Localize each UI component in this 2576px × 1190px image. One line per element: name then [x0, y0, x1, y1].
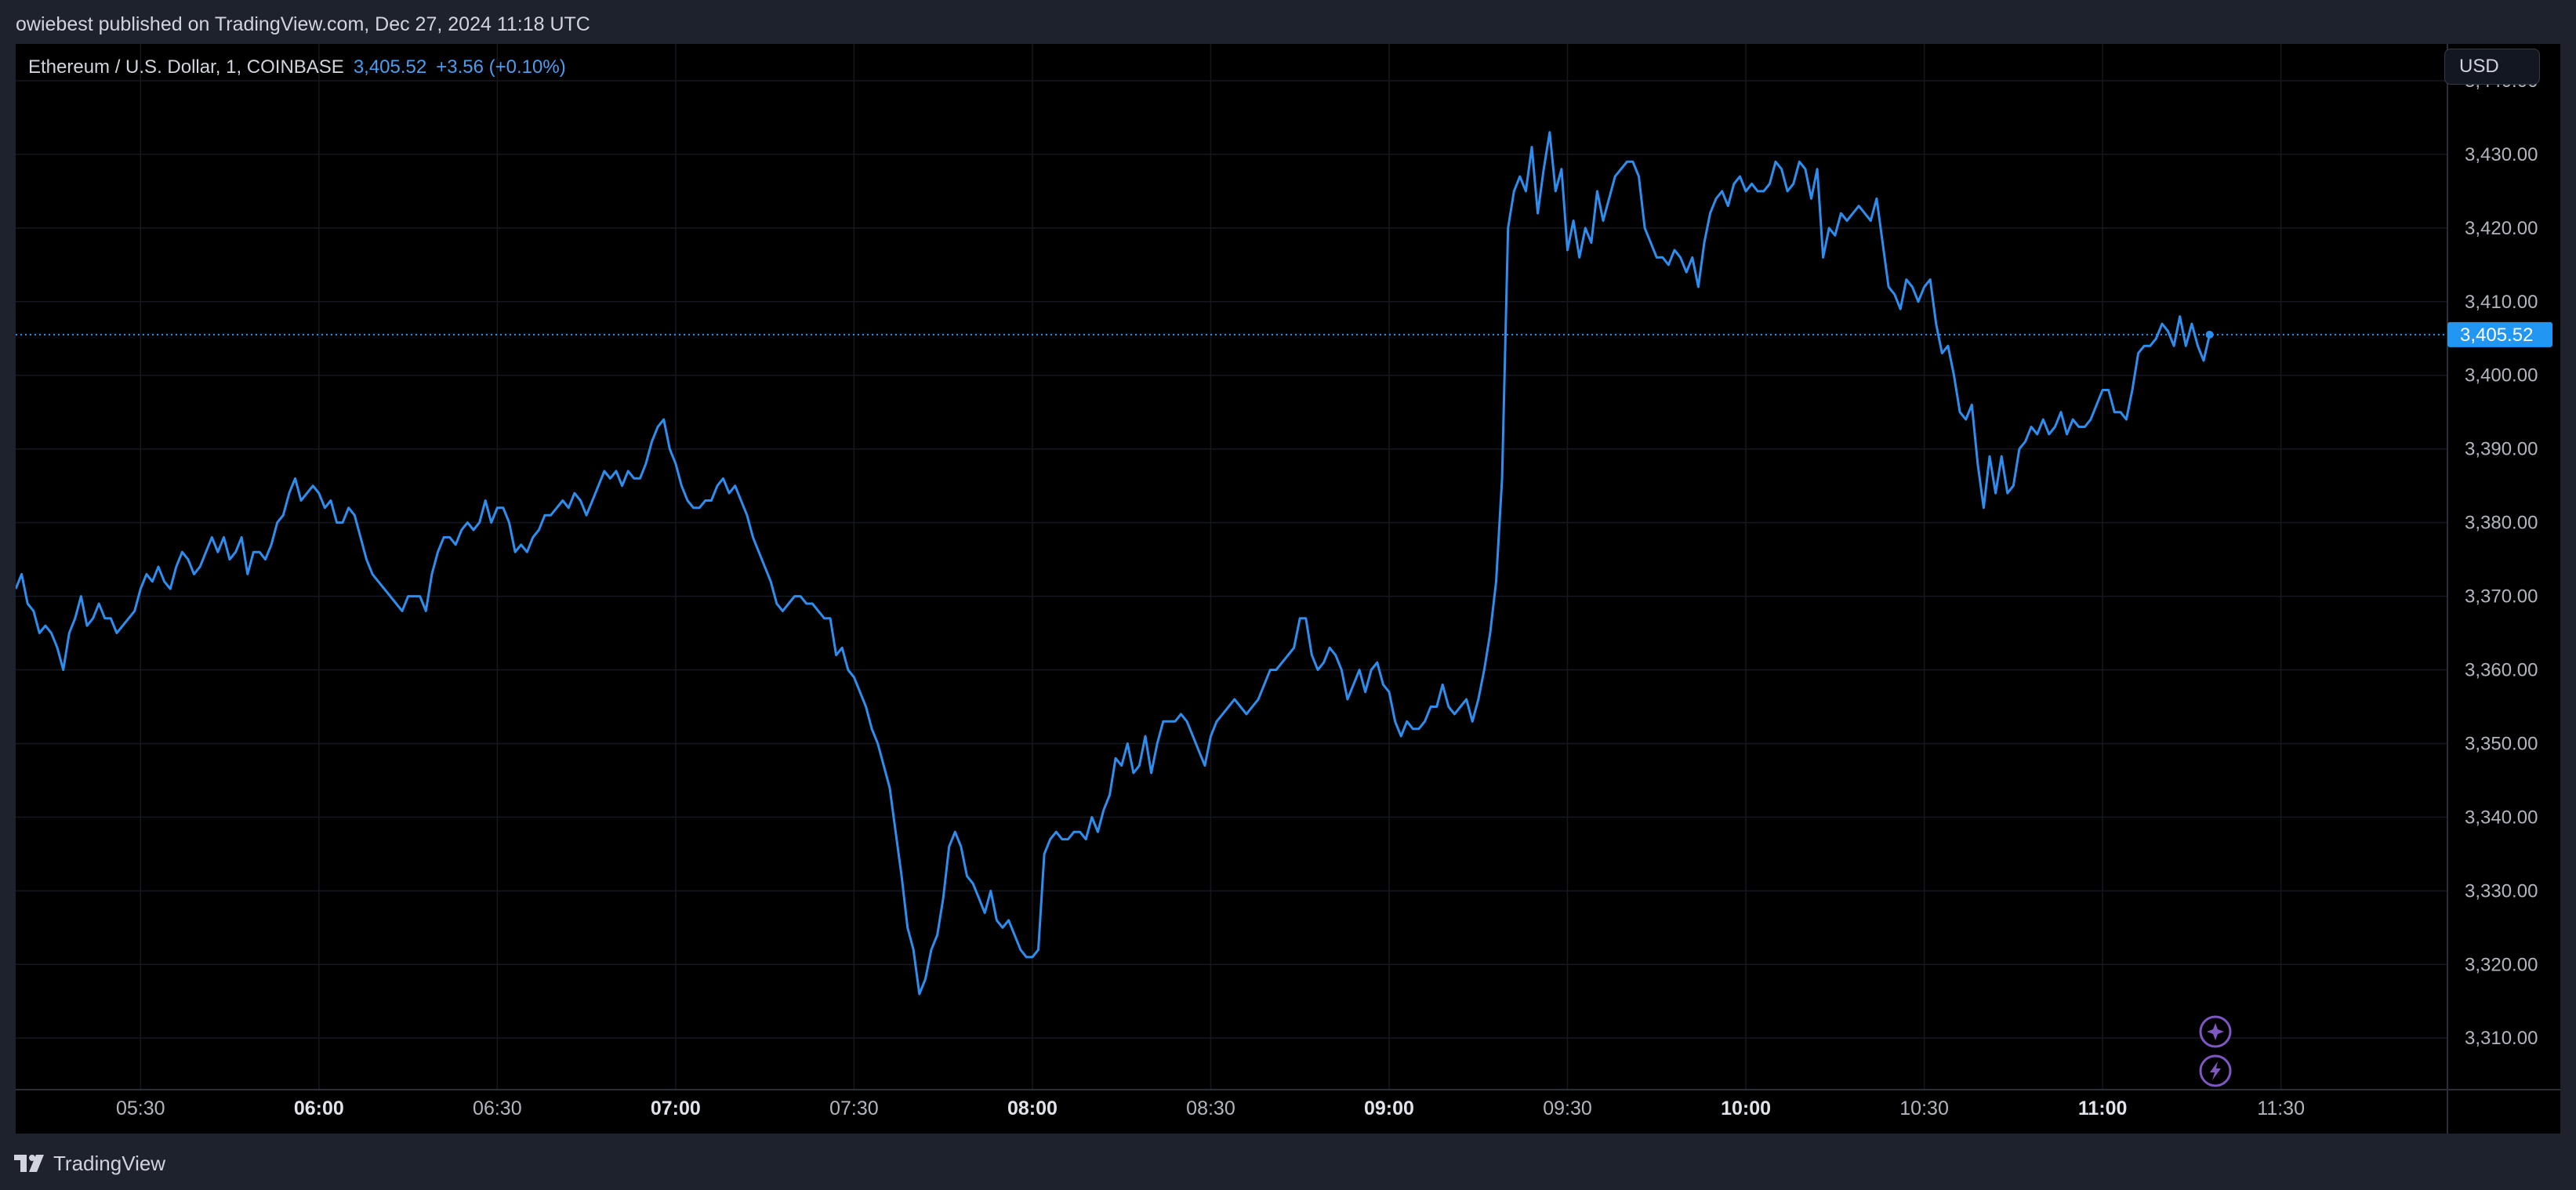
- symbol-legend: Ethereum / U.S. Dollar, 1, COINBASE 3,405…: [28, 55, 566, 80]
- y-tick-label: 3,330.00: [2465, 880, 2538, 902]
- x-tick-label: 07:00: [651, 1097, 701, 1119]
- y-tick-label: 3,360.00: [2465, 660, 2538, 681]
- last-price-badge: [2447, 321, 2552, 347]
- x-tick-label: 10:30: [1899, 1097, 1949, 1119]
- x-tick-label: 09:30: [1543, 1097, 1592, 1119]
- chart-pane[interactable]: 3,310.00 3,320.00 3,330.00 3,340.00 3,350.00…: [16, 44, 2560, 1134]
- price-line: [16, 131, 2211, 996]
- flash-button[interactable]: [2199, 1054, 2232, 1087]
- tradingview-logo-icon: [14, 1155, 44, 1172]
- currency-button[interactable]: USD: [2444, 49, 2540, 85]
- last-price-dot: [2205, 330, 2214, 339]
- x-tick-label: 06:30: [473, 1097, 522, 1119]
- y-tick-label: 3,400.00: [2465, 365, 2538, 386]
- x-tick-label: 09:00: [1364, 1097, 1414, 1119]
- y-tick-label: 3,350.00: [2465, 733, 2538, 754]
- sparkle-button[interactable]: [2199, 1015, 2232, 1048]
- legend-change: +3.56 (+0.10%): [436, 56, 566, 78]
- y-tick-label: 3,320.00: [2465, 954, 2538, 975]
- y-tick-label: 3,390.00: [2465, 439, 2538, 460]
- sparkle-icon: [2207, 1023, 2224, 1040]
- overlay-layer: 3,405.52: [16, 321, 2552, 347]
- tradingview-logo[interactable]: TradingView: [14, 1149, 165, 1177]
- y-tick-label: 3,420.00: [2465, 218, 2538, 239]
- x-tick-label: 11:00: [2078, 1097, 2128, 1119]
- symbol-title[interactable]: Ethereum / U.S. Dollar, 1, COINBASE: [28, 56, 344, 78]
- tradingview-brand: TradingView: [53, 1152, 166, 1175]
- y-tick-label: 3,380.00: [2465, 513, 2538, 534]
- legend-price: 3,405.52: [353, 56, 427, 78]
- price-chart[interactable]: 3,310.00 3,320.00 3,330.00 3,340.00 3,350.00…: [16, 44, 2560, 1134]
- chart-buttons: [2199, 1015, 2232, 1087]
- grid-lines: [16, 44, 2447, 1090]
- x-tick-label: 07:30: [829, 1097, 879, 1119]
- y-tick-label: 3,410.00: [2465, 292, 2538, 313]
- publisher-caption: owiebest published on TradingView.com, D…: [16, 13, 590, 35]
- x-tick-label: 06:00: [294, 1097, 344, 1119]
- x-tick-label: 05:30: [116, 1097, 165, 1119]
- last-price-label: 3,405.52: [2460, 325, 2533, 346]
- x-tick-label: 08:00: [1007, 1097, 1058, 1119]
- y-tick-label: 3,430.00: [2465, 144, 2538, 165]
- y-tick-label: 3,310.00: [2465, 1028, 2538, 1049]
- y-tick-label: 3,340.00: [2465, 807, 2538, 828]
- x-tick-label: 11:30: [2257, 1097, 2305, 1119]
- series-layer: [16, 131, 2211, 996]
- lightning-icon: [2210, 1061, 2221, 1080]
- y-tick-label: 3,370.00: [2465, 586, 2538, 608]
- axes: 3,310.00 3,320.00 3,330.00 3,340.00 3,350.00…: [16, 44, 2560, 1134]
- x-tick-label: 08:30: [1186, 1097, 1235, 1119]
- x-tick-label: 10:00: [1721, 1097, 1771, 1119]
